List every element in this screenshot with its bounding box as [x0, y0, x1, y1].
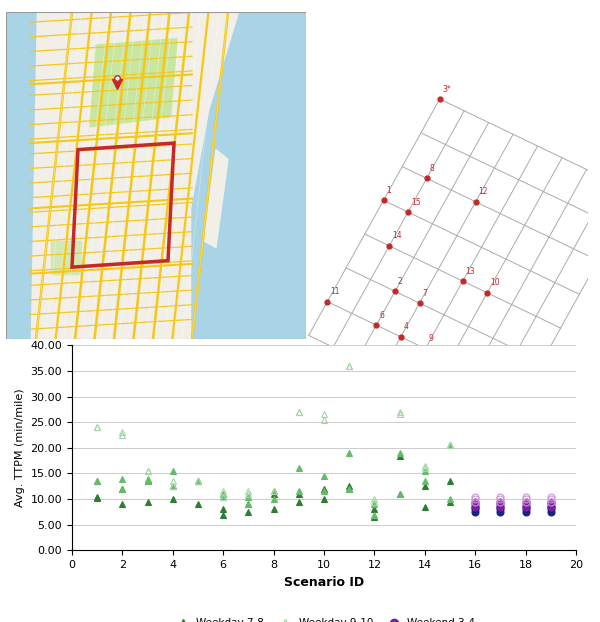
- Polygon shape: [90, 39, 177, 127]
- Polygon shape: [51, 241, 81, 274]
- Text: 12: 12: [479, 187, 488, 197]
- Text: 14: 14: [392, 231, 402, 240]
- Text: 2: 2: [398, 277, 403, 286]
- Polygon shape: [204, 150, 228, 248]
- X-axis label: Scenario ID: Scenario ID: [284, 576, 364, 589]
- Text: 13: 13: [466, 267, 475, 276]
- Text: 15: 15: [411, 198, 421, 207]
- Y-axis label: Avg. TTPM (min/mile): Avg. TTPM (min/mile): [15, 389, 25, 507]
- Text: 7: 7: [422, 289, 427, 297]
- Polygon shape: [6, 12, 36, 339]
- Text: 9: 9: [428, 334, 433, 343]
- Text: 8: 8: [430, 164, 434, 173]
- Text: 3*: 3*: [443, 85, 451, 93]
- Text: 10: 10: [490, 278, 500, 287]
- Text: 11: 11: [330, 287, 340, 296]
- Text: 4: 4: [404, 322, 409, 332]
- Text: 6: 6: [379, 310, 384, 320]
- Text: 1: 1: [386, 186, 391, 195]
- Text: Weekday Scenario: Weekday Scenario: [385, 359, 514, 372]
- Polygon shape: [192, 12, 306, 339]
- Legend: Weekday 7-8, Weekday 8-9, Weekday 9-10, Weekend 2-3, Weekend 3-4, Weekend 4-5: Weekday 7-8, Weekday 8-9, Weekday 9-10, …: [167, 613, 481, 622]
